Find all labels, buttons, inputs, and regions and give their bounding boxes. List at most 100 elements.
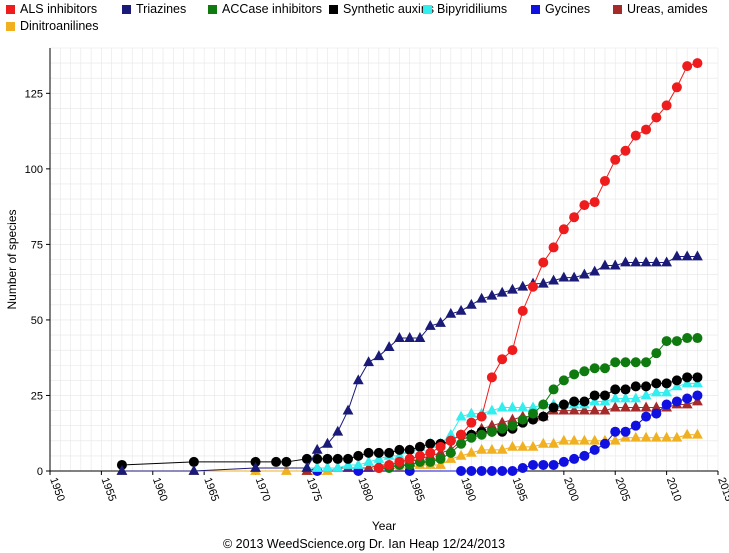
data-point xyxy=(445,428,457,439)
legend-label: Gycines xyxy=(545,2,591,16)
data-point xyxy=(322,437,333,448)
data-point xyxy=(456,429,467,440)
data-point xyxy=(558,399,569,410)
legend-swatch xyxy=(208,4,217,14)
y-tick-label: 125 xyxy=(25,88,43,100)
data-point xyxy=(579,404,590,415)
data-point xyxy=(528,408,539,419)
data-point xyxy=(538,459,549,470)
legend-label: ALS inhibitors xyxy=(20,2,98,16)
data-point xyxy=(548,459,559,470)
data-point xyxy=(569,396,580,407)
data-point xyxy=(661,378,672,389)
data-point xyxy=(342,404,354,415)
data-point xyxy=(620,426,631,437)
data-point xyxy=(486,443,498,454)
data-point xyxy=(558,375,569,386)
x-tick-label: 2000 xyxy=(561,476,581,503)
legend-label: Synthetic auxins xyxy=(343,2,435,16)
data-point xyxy=(384,447,395,458)
data-point xyxy=(538,257,549,268)
data-point xyxy=(414,450,425,461)
data-point xyxy=(507,420,518,431)
data-point xyxy=(527,401,539,412)
data-point xyxy=(466,432,477,443)
data-point xyxy=(528,281,539,292)
data-point xyxy=(579,450,590,461)
data-point xyxy=(610,384,621,395)
data-point xyxy=(394,444,405,455)
x-tick-label: 1965 xyxy=(201,476,221,503)
data-point xyxy=(465,407,477,418)
data-point xyxy=(476,429,487,440)
data-point xyxy=(414,441,425,452)
data-point xyxy=(671,396,682,407)
data-point xyxy=(373,350,385,361)
data-point xyxy=(507,413,518,424)
data-point xyxy=(641,357,652,368)
data-point xyxy=(661,336,672,347)
data-point xyxy=(640,401,652,412)
x-tick-label: 1950 xyxy=(47,476,67,503)
data-point xyxy=(404,444,415,455)
data-point xyxy=(517,440,529,451)
x-tick-label: 1985 xyxy=(407,476,427,503)
data-point xyxy=(651,408,662,419)
legend-item: Synthetic auxins xyxy=(329,2,434,16)
data-point xyxy=(610,357,621,368)
x-tick-label: 1995 xyxy=(510,476,530,503)
data-point xyxy=(641,411,652,422)
data-point xyxy=(630,256,642,267)
data-point xyxy=(425,456,436,467)
data-point xyxy=(507,345,518,356)
legend-swatch xyxy=(6,21,15,31)
data-point xyxy=(589,390,600,401)
data-point xyxy=(281,456,292,467)
data-point xyxy=(476,466,487,476)
data-point xyxy=(599,438,610,449)
x-axis-title: Year xyxy=(372,519,396,533)
data-point xyxy=(465,298,477,309)
data-point xyxy=(548,384,559,395)
y-tick-label: 100 xyxy=(25,164,43,176)
data-point xyxy=(528,459,539,470)
data-point xyxy=(569,369,580,380)
data-point xyxy=(476,411,487,422)
y-tick-label: 0 xyxy=(37,466,43,478)
data-point xyxy=(476,443,488,454)
legend-item: Dinitroanilines xyxy=(6,19,99,33)
legend-item: Bipyridiliums xyxy=(423,2,507,16)
data-point xyxy=(558,271,570,282)
data-point xyxy=(630,401,642,412)
data-point xyxy=(630,392,642,403)
data-point xyxy=(640,431,652,442)
data-point xyxy=(507,283,518,294)
data-point xyxy=(641,381,652,392)
data-point xyxy=(661,399,672,410)
data-point xyxy=(620,384,631,395)
data-point xyxy=(384,459,395,470)
data-point xyxy=(486,372,497,383)
data-point xyxy=(599,390,610,401)
data-point xyxy=(692,58,703,69)
data-point xyxy=(188,465,200,475)
data-point xyxy=(609,401,621,412)
data-point xyxy=(486,404,498,415)
data-point xyxy=(568,404,580,415)
data-point xyxy=(435,316,446,327)
data-point xyxy=(465,446,477,457)
data-point xyxy=(404,332,416,342)
data-point xyxy=(322,453,333,464)
data-point xyxy=(548,437,559,448)
y-tick-label: 25 xyxy=(31,390,43,402)
data-point xyxy=(651,348,662,359)
data-point xyxy=(188,456,199,467)
series-line xyxy=(378,337,698,469)
x-tick-label: 1975 xyxy=(304,476,324,503)
data-point xyxy=(497,423,508,434)
data-point xyxy=(692,333,703,344)
data-point xyxy=(373,447,384,458)
data-point xyxy=(517,280,529,291)
data-point xyxy=(280,465,292,475)
legend-swatch xyxy=(531,4,540,14)
